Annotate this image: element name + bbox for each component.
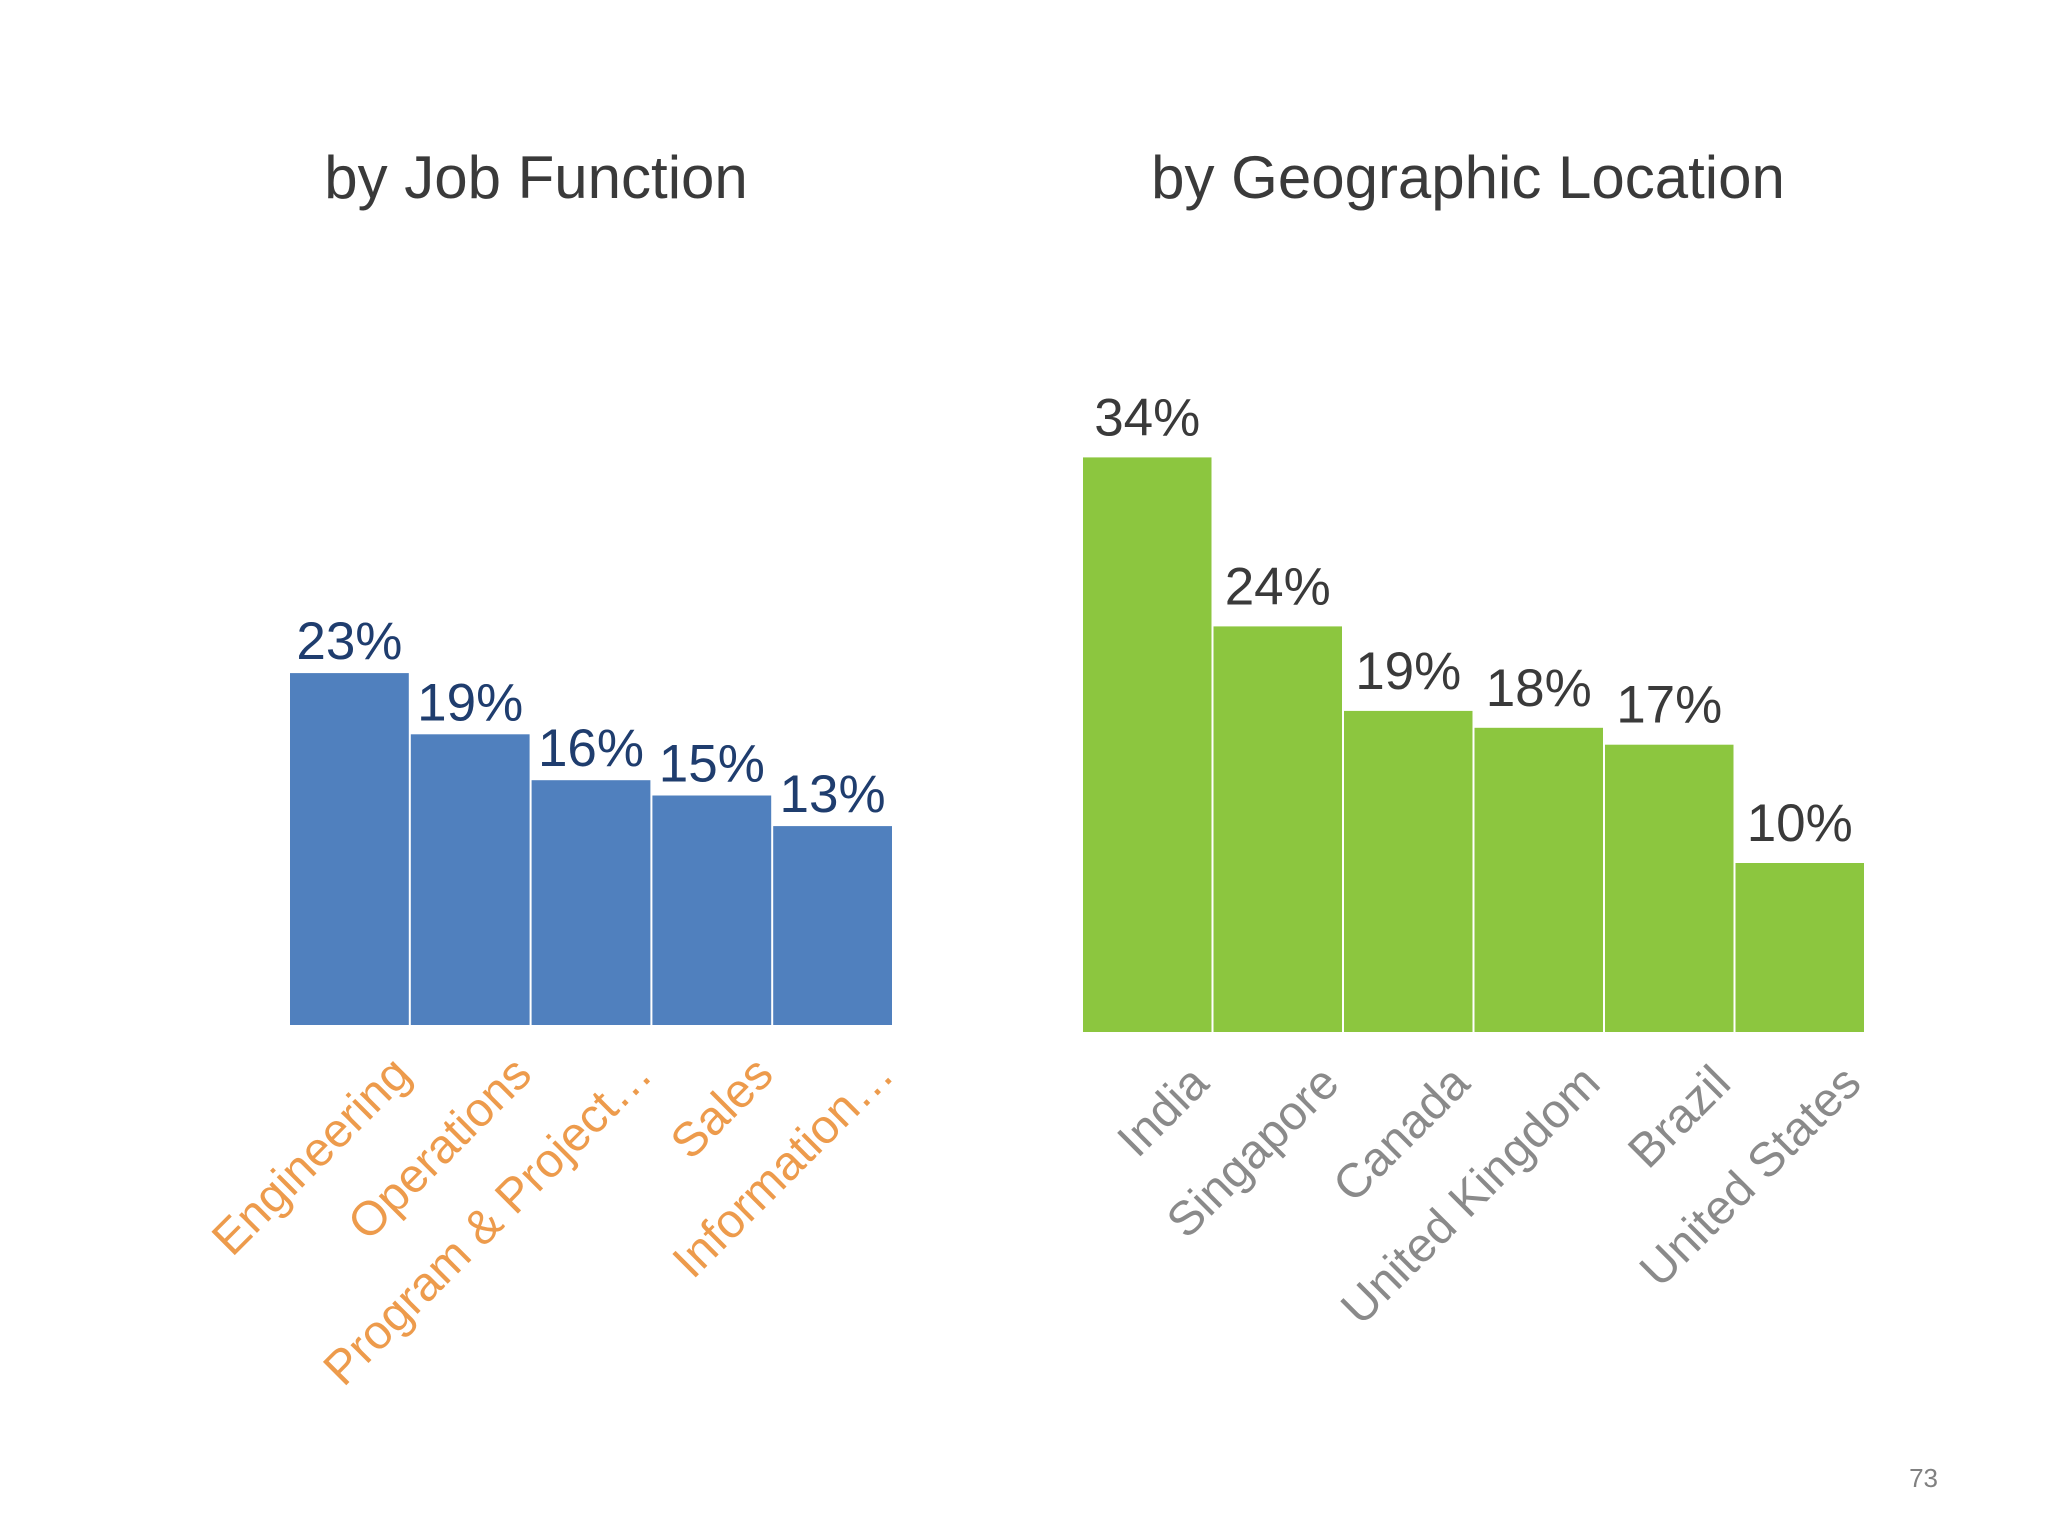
chart-title-geographic-location: by Geographic Location (1151, 144, 1785, 211)
geo-value-label-united-states: 10% (1747, 794, 1853, 853)
job-bar-information (773, 826, 892, 1025)
job-value-label-engineering: 23% (296, 612, 402, 671)
geo-bar-brazil (1605, 744, 1734, 1032)
job-bar-program-project (531, 780, 651, 1025)
job-bar-operations (410, 734, 530, 1025)
job-value-label-program-project: 16% (538, 719, 644, 778)
geo-bar-singapore (1213, 626, 1342, 1032)
geo-value-label-india: 34% (1094, 388, 1200, 447)
geo-bar-united-states (1735, 863, 1864, 1032)
geo-value-label-brazil: 17% (1616, 676, 1722, 735)
chart-title-job-function: by Job Function (324, 144, 748, 211)
geo-value-label-singapore: 24% (1225, 557, 1331, 616)
job-bar-engineering (290, 673, 409, 1025)
geo-bar-india (1083, 457, 1212, 1032)
job-bar-sales (652, 795, 772, 1025)
geo-value-label-canada: 19% (1355, 642, 1461, 701)
geo-category-label-brazil: Brazil (1618, 1056, 1740, 1178)
job-value-label-operations: 19% (417, 673, 523, 732)
job-value-label-sales: 15% (659, 735, 765, 794)
job-value-label-information: 13% (780, 765, 886, 824)
geo-value-label-united-kingdom: 18% (1486, 659, 1592, 718)
page-number: 73 (1909, 1463, 1938, 1493)
geo-bar-united-kingdom (1474, 727, 1603, 1032)
geo-bar-canada (1344, 710, 1473, 1032)
geo-category-label-india: India (1108, 1056, 1219, 1167)
